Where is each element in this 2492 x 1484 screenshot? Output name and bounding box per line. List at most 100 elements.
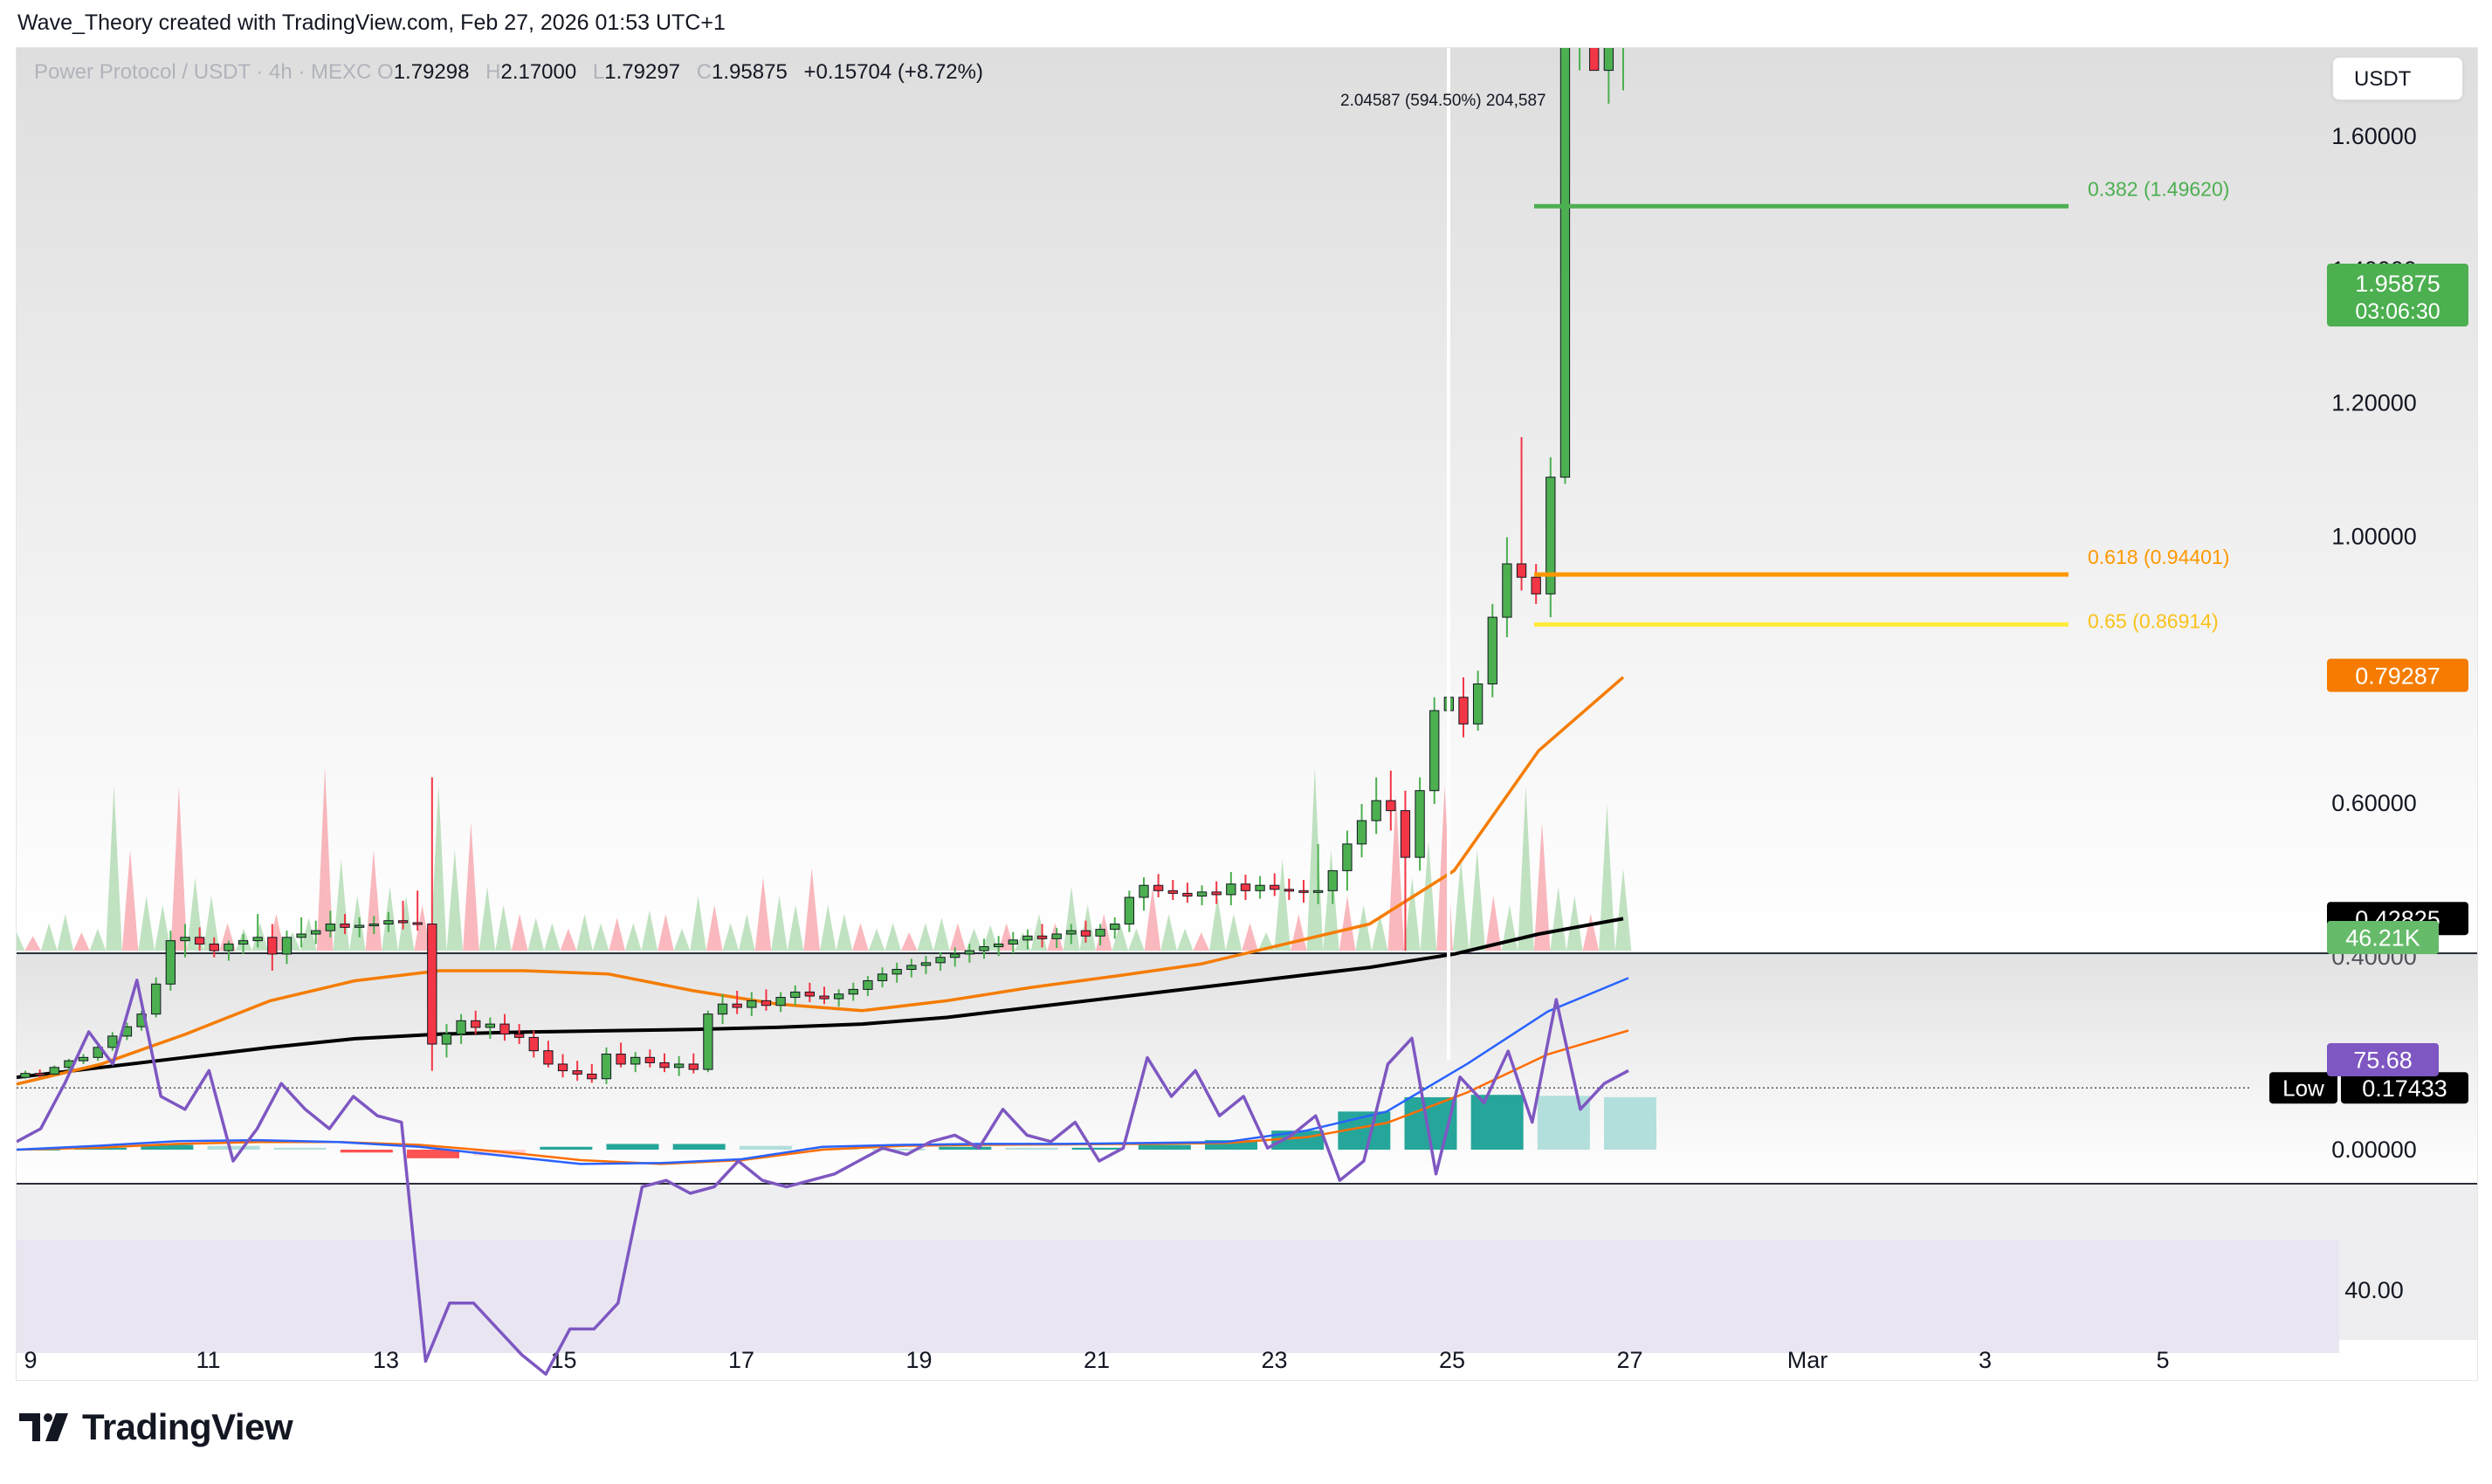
ema-fast-tag: 0.79287 xyxy=(2327,658,2468,692)
candle-body xyxy=(441,1034,452,1045)
candle xyxy=(557,1054,568,1078)
candle-body xyxy=(1270,884,1280,890)
chart-svg[interactable]: 2.200002.000001.800001.600001.400001.200… xyxy=(17,48,2477,1380)
candle xyxy=(906,958,917,978)
candle-body xyxy=(1095,929,1105,937)
candle xyxy=(644,1049,656,1068)
volume-bar xyxy=(73,932,90,951)
x-tick-label: 17 xyxy=(728,1347,754,1373)
volume-bar xyxy=(820,904,836,951)
macd-histogram-bar xyxy=(1138,1144,1191,1150)
candle-body xyxy=(1110,924,1120,931)
candle xyxy=(891,962,902,983)
volume-bar xyxy=(446,849,464,951)
candle-body xyxy=(1516,563,1527,578)
volume-bar xyxy=(1614,868,1632,951)
candle xyxy=(1400,790,1411,952)
tradingview-logo[interactable]: TradingView xyxy=(19,1405,293,1449)
last-price-tag-bg xyxy=(2327,264,2468,326)
x-tick-label: 9 xyxy=(24,1347,37,1373)
candle xyxy=(311,920,321,945)
candle xyxy=(165,931,176,991)
volume-bar xyxy=(1550,886,1566,951)
volume-bar xyxy=(754,877,772,951)
candle-body xyxy=(877,973,888,981)
candle xyxy=(1559,48,1571,484)
candle xyxy=(761,989,772,1011)
candle xyxy=(1196,885,1208,906)
candle xyxy=(281,931,293,965)
volume-bar xyxy=(641,910,658,951)
macd-tick-label: 0.00000 xyxy=(2331,1137,2417,1163)
candle-body xyxy=(34,1073,45,1076)
volume-bar xyxy=(1420,841,1437,951)
macd-histogram-bar xyxy=(1470,1095,1524,1150)
candle xyxy=(412,890,423,931)
candle-body xyxy=(151,983,162,1015)
candle-body xyxy=(209,943,219,952)
candle xyxy=(252,914,263,948)
candle xyxy=(1502,537,1512,637)
rsi-value-tag-text: 75.68 xyxy=(2353,1048,2413,1074)
volume-bar xyxy=(170,786,188,951)
volume-tag: 46.21K xyxy=(2327,921,2439,954)
candle-body xyxy=(528,1036,539,1052)
candle-body xyxy=(340,924,350,928)
candle xyxy=(993,936,1004,957)
chart-frame[interactable]: 2.200002.000001.800001.600001.400001.200… xyxy=(16,47,2478,1381)
candle xyxy=(819,986,830,1005)
candle-body xyxy=(1124,897,1135,925)
candle-body xyxy=(703,1013,713,1070)
volume-bar xyxy=(316,767,334,951)
candle xyxy=(863,976,873,997)
candle-body xyxy=(601,1054,612,1080)
low-label-tag-bg xyxy=(2269,1072,2337,1104)
candle xyxy=(1356,804,1367,858)
candle-body xyxy=(499,1023,510,1035)
volume-bar xyxy=(1193,932,1210,951)
candle-body xyxy=(194,937,205,945)
candle xyxy=(1036,924,1048,948)
volume-bar xyxy=(430,786,447,951)
candle-body xyxy=(1153,884,1164,891)
volume-bar xyxy=(933,917,950,951)
candle xyxy=(456,1013,466,1045)
candle xyxy=(340,914,350,934)
currency-button[interactable]: USDT xyxy=(2332,57,2463,100)
candle xyxy=(703,1010,713,1073)
fib-label: 0.65 (0.86914) xyxy=(2088,609,2219,632)
volume-bar xyxy=(511,914,528,951)
low-value-tag-bg xyxy=(2341,1072,2468,1104)
candle-body xyxy=(1472,683,1483,725)
candle-body xyxy=(412,922,423,925)
candle-body xyxy=(1342,843,1353,871)
rsi-value-tag-bg xyxy=(2327,1042,2439,1076)
candle xyxy=(717,993,728,1025)
candle xyxy=(1110,917,1120,939)
legend-close-value: 1.95875 xyxy=(712,60,788,84)
fib-label: 0.618 (0.94401) xyxy=(2088,546,2229,568)
volume-bar xyxy=(1323,849,1339,951)
candle-body xyxy=(78,1056,89,1061)
candle-body xyxy=(572,1070,582,1075)
candle-body xyxy=(180,937,190,942)
macd-histogram-bar xyxy=(872,1148,926,1151)
candle-body xyxy=(20,1073,31,1078)
candle-body xyxy=(1502,563,1512,618)
candle xyxy=(920,956,932,974)
tradingview-logo-text: TradingView xyxy=(82,1406,293,1447)
x-tick-label: 21 xyxy=(1084,1347,1110,1373)
candle xyxy=(1051,928,1062,949)
volume-bar xyxy=(673,928,691,951)
volume-bar xyxy=(576,914,593,951)
candle xyxy=(601,1047,612,1084)
macd-histogram-bar xyxy=(1205,1140,1257,1150)
macd-histogram-bar xyxy=(606,1144,659,1150)
candle-body xyxy=(950,953,960,958)
volume-bar xyxy=(106,786,122,951)
volume-bar xyxy=(1209,896,1226,951)
legend-low-value: 1.79297 xyxy=(604,60,681,84)
candle xyxy=(950,947,960,967)
candle xyxy=(296,917,306,948)
